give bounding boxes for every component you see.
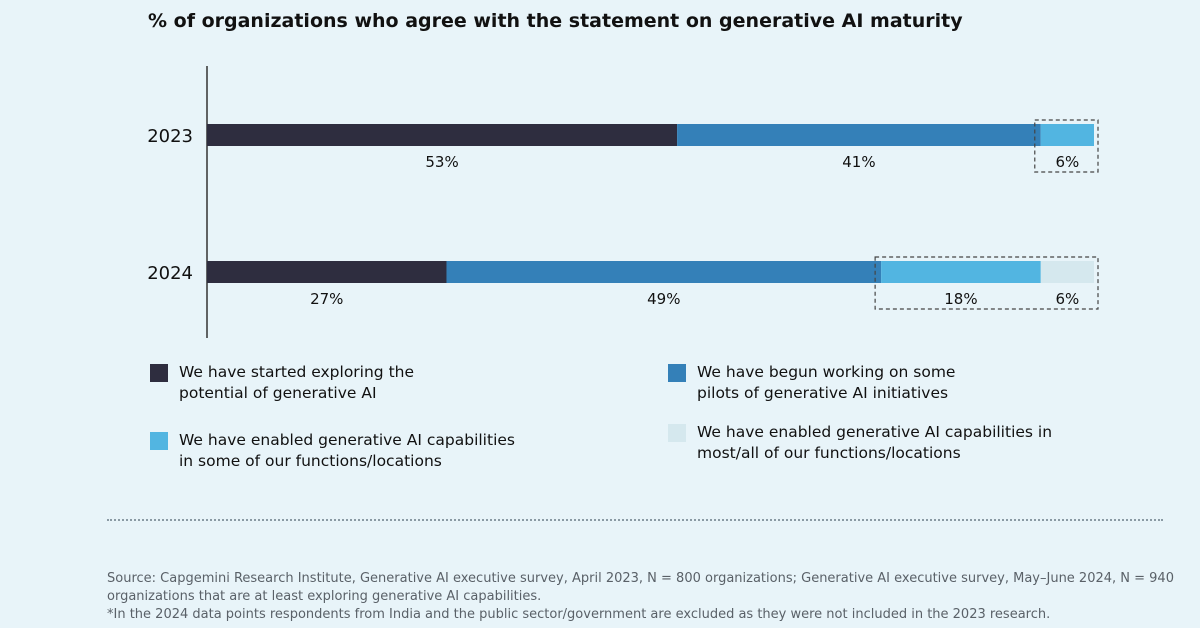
chart-title: % of organizations who agree with the st… bbox=[148, 10, 963, 32]
legend-item-enabled-most: We have enabled generative AI capabiliti… bbox=[668, 422, 1052, 464]
source-text: Source: Capgemini Research Institute, Ge… bbox=[107, 571, 1174, 604]
bar-2023-series-1 bbox=[207, 124, 678, 146]
legend-label-pilots: We have begun working on some pilots of … bbox=[697, 363, 956, 402]
y-tick-label-2024: 2024 bbox=[147, 263, 193, 284]
bar-2023-series-3 bbox=[1040, 124, 1094, 146]
bar-2024-series-1 bbox=[207, 261, 447, 283]
source-note: Source: Capgemini Research Institute, Ge… bbox=[107, 570, 1187, 624]
legend-swatch-enabled-most bbox=[668, 424, 686, 442]
data-label-2023-2: 41% bbox=[842, 153, 875, 171]
legend-swatch-exploring bbox=[150, 364, 168, 382]
legend-label-exploring: We have started exploring the potential … bbox=[179, 363, 415, 402]
bar-2024-series-2 bbox=[446, 261, 882, 283]
highlight-box-2023 bbox=[1034, 119, 1099, 173]
bar-2024-series-4 bbox=[1040, 261, 1094, 283]
y-tick-label-2023: 2023 bbox=[147, 126, 193, 147]
legend-item-pilots: We have begun working on some pilots of … bbox=[668, 362, 955, 404]
data-label-2023-3: 6% bbox=[1055, 153, 1079, 171]
bar-2024-series-3 bbox=[881, 261, 1041, 283]
legend-label-enabled-most: We have enabled generative AI capabiliti… bbox=[697, 423, 1053, 462]
bar-2023-series-2 bbox=[677, 124, 1041, 146]
legend-swatch-pilots bbox=[668, 364, 686, 382]
legend-item-enabled-some: We have enabled generative AI capabiliti… bbox=[150, 430, 515, 472]
data-label-2024-3: 18% bbox=[944, 290, 977, 308]
stacked-bar-chart: 2023 53% 41% 6% 2024 27% 49% 18% 6% bbox=[147, 66, 1099, 338]
legend-label-enabled-some: We have enabled generative AI capabiliti… bbox=[179, 431, 515, 470]
highlight-box-2024 bbox=[874, 256, 1099, 310]
dotted-divider bbox=[107, 519, 1163, 521]
data-label-2024-4: 6% bbox=[1055, 290, 1079, 308]
footnote-text: *In the 2024 data points respondents fro… bbox=[107, 607, 1051, 622]
legend-item-exploring: We have started exploring the potential … bbox=[150, 362, 414, 404]
data-label-2023-1: 53% bbox=[425, 153, 458, 171]
data-label-2024-2: 49% bbox=[647, 290, 680, 308]
legend-swatch-enabled-some bbox=[150, 432, 168, 450]
data-label-2024-1: 27% bbox=[310, 290, 343, 308]
